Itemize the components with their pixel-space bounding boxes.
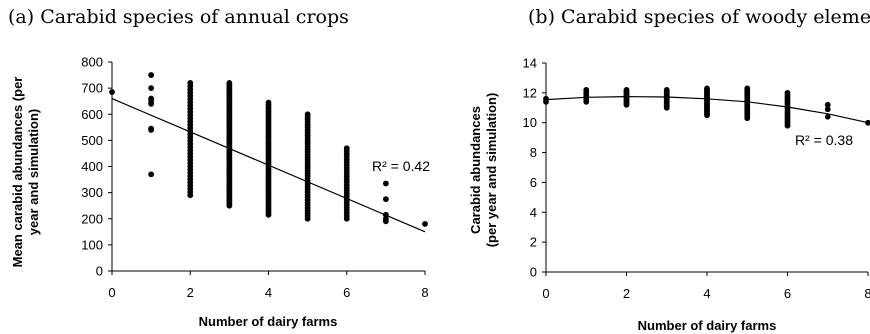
- trendline: [111, 98, 426, 233]
- y-tick-label: 100: [81, 237, 103, 252]
- data-point: [187, 80, 194, 86]
- x-tick-label: 4: [703, 286, 710, 301]
- x-tick-label: 6: [784, 286, 791, 301]
- y-tick-label: 8: [530, 145, 537, 160]
- chart-b-ylabel-1: Carabid abundances: [468, 106, 483, 234]
- chart-a: 0 100 200 300 400 500 600 700 800 0 2 4 6 8 Mean cara…: [10, 55, 430, 330]
- chart-a-points: [109, 72, 428, 227]
- data-point: [148, 95, 155, 102]
- data-point: [148, 125, 155, 132]
- x-tick-label: 8: [421, 285, 428, 300]
- y-tick-label: 200: [81, 211, 103, 226]
- data-point: [343, 145, 350, 152]
- data-point: [623, 86, 630, 93]
- chart-b-axes: 0 2 4 6 8 10 12 14 0 2 4 6 8: [523, 56, 870, 302]
- y-tick-label: 14: [523, 56, 537, 71]
- data-point: [744, 85, 751, 92]
- data-point: [784, 89, 791, 96]
- x-tick-label: 0: [108, 285, 115, 300]
- chart-a-trendline: [111, 98, 426, 233]
- data-point: [663, 86, 670, 93]
- chart-a-ylabel-2: year and simulation): [26, 109, 41, 235]
- x-tick-label: 4: [265, 285, 272, 300]
- data-point: [704, 85, 710, 92]
- y-tick-label: 300: [81, 185, 103, 200]
- chart-b-r2-label: R² = 0.38: [795, 132, 853, 148]
- x-tick-label: 0: [542, 286, 549, 301]
- data-point: [226, 80, 233, 86]
- data-point: [382, 196, 389, 203]
- x-tick-label: 2: [187, 285, 194, 300]
- data-point: [109, 89, 115, 95]
- data-point: [382, 180, 389, 187]
- y-tick-label: 0: [96, 264, 103, 279]
- chart-b-ylabel-2: (per year and simulation): [484, 93, 499, 248]
- data-point: [148, 72, 155, 78]
- panel-b-title: (b) Carabid species of woody elements: [528, 6, 870, 28]
- data-point: [304, 111, 311, 118]
- x-tick-label: 8: [864, 286, 870, 301]
- data-point: [543, 95, 549, 102]
- data-point: [824, 113, 831, 120]
- panel-a-title: (a) Carabid species of annual crops: [8, 6, 349, 28]
- data-point: [422, 221, 428, 227]
- chart-a-ylabel-1: Mean carabid abundances (per: [10, 77, 25, 268]
- chart-a-axes: 0 100 200 300 400 500 600 700 800 0 2 4 6 8: [81, 55, 428, 301]
- chart-b-trendline: [545, 95, 869, 124]
- chart-b-points: [543, 85, 870, 129]
- chart-a-xlabel: Number of dairy farms: [199, 314, 338, 329]
- y-tick-label: 400: [81, 159, 103, 174]
- x-tick-label: 2: [623, 286, 630, 301]
- data-point: [148, 85, 155, 92]
- y-tick-label: 12: [523, 85, 537, 100]
- y-tick-label: 0: [530, 265, 537, 280]
- chart-b: 0 2 4 6 8 10 12 14 0 2 4 6 8 Carabid abundances (per…: [468, 56, 870, 333]
- data-point: [583, 86, 590, 93]
- y-tick-label: 500: [81, 133, 103, 148]
- y-tick-label: 700: [81, 81, 103, 96]
- data-point: [265, 99, 272, 106]
- y-tick-label: 800: [81, 55, 103, 70]
- y-tick-label: 2: [530, 235, 537, 250]
- data-point: [824, 106, 831, 113]
- chart-b-xlabel: Number of dairy farms: [638, 318, 777, 333]
- chart-a-r2-label: R² = 0.42: [372, 158, 430, 174]
- trendline: [545, 95, 869, 124]
- y-tick-label: 10: [523, 115, 537, 130]
- data-point: [148, 171, 155, 178]
- x-tick-label: 6: [343, 285, 350, 300]
- y-tick-label: 4: [530, 205, 537, 220]
- y-tick-label: 600: [81, 107, 103, 122]
- y-tick-label: 6: [530, 175, 537, 190]
- data-point: [824, 101, 831, 108]
